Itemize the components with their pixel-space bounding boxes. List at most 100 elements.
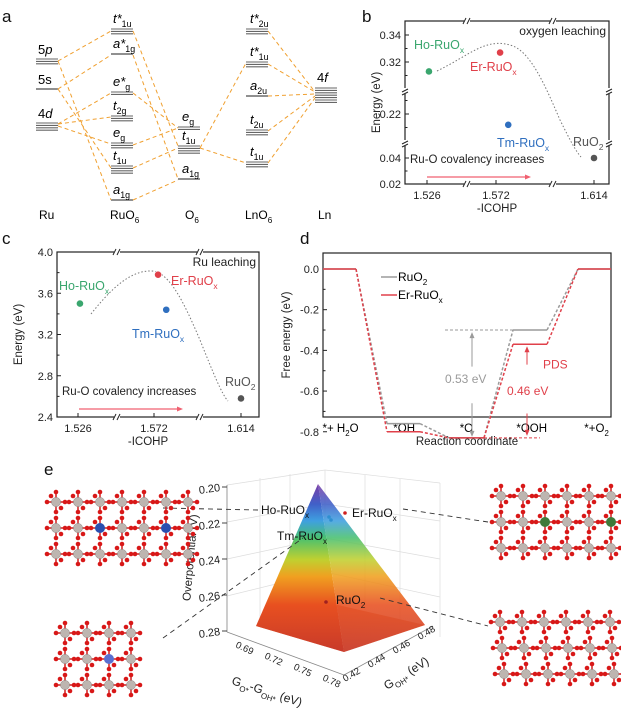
ru-atom bbox=[497, 643, 507, 653]
oxygen-atom bbox=[128, 672, 134, 678]
ru-atom bbox=[496, 517, 506, 527]
oxygen-atom bbox=[180, 493, 186, 499]
oxygen-atom bbox=[57, 676, 63, 682]
ru-atom bbox=[95, 497, 105, 507]
oxygen-atom bbox=[119, 489, 125, 495]
oxygen-atom bbox=[185, 515, 191, 521]
oxygen-atom bbox=[602, 613, 608, 619]
orbital-connection-line bbox=[57, 54, 112, 90]
oxygen-atom bbox=[595, 519, 601, 525]
ruo6-level-label: t2g bbox=[113, 98, 127, 116]
orbital-connection-line bbox=[267, 95, 316, 132]
oxygen-atom bbox=[537, 539, 543, 545]
oxygen-atom bbox=[613, 525, 619, 531]
oxygen-atom bbox=[586, 483, 592, 489]
oxygen-atom bbox=[520, 535, 526, 541]
ru-atom bbox=[518, 517, 528, 527]
oxygen-atom bbox=[555, 493, 561, 499]
oxygen-atom bbox=[154, 551, 160, 557]
oxygen-atom bbox=[66, 499, 72, 505]
column-label-Ru: Ru bbox=[39, 208, 54, 222]
oxygen-atom bbox=[529, 519, 535, 525]
data-label-Tm-RuOx: Tm-RuOx bbox=[132, 327, 185, 344]
oxygen-atom bbox=[616, 619, 621, 625]
x-category-label: *O bbox=[460, 423, 473, 435]
axis-break-gap bbox=[464, 18, 470, 24]
column-label-Ln: Ln bbox=[318, 208, 331, 222]
axis-break-gap bbox=[464, 181, 470, 187]
oxygen-atom bbox=[576, 619, 582, 625]
ru-atom bbox=[183, 549, 193, 559]
oxygen-atom bbox=[577, 493, 583, 499]
x-tick-label: 0.75 bbox=[292, 662, 313, 680]
data-point-Er-RuOx bbox=[154, 270, 162, 279]
oxygen-atom bbox=[158, 545, 164, 551]
orbital-connection-line bbox=[132, 92, 179, 129]
oxygen-atom bbox=[57, 650, 63, 656]
oxygen-atom bbox=[89, 688, 95, 694]
oxygen-atom bbox=[580, 671, 586, 677]
oxygen-atom bbox=[547, 499, 553, 505]
x-tick-label: 1.526 bbox=[64, 423, 92, 435]
oxygen-atom bbox=[128, 640, 134, 646]
oxygen-atom bbox=[190, 505, 196, 511]
oxygen-atom bbox=[128, 551, 134, 557]
ru-atom bbox=[126, 680, 136, 690]
oxygen-atom bbox=[590, 625, 596, 631]
oxygen-atom bbox=[67, 688, 73, 694]
z-tick-label: 0.22 bbox=[198, 518, 221, 533]
oxygen-atom bbox=[110, 551, 116, 557]
oxygen-atom bbox=[97, 541, 103, 547]
oxygen-atom bbox=[132, 551, 138, 557]
oxygen-atom bbox=[106, 666, 112, 672]
oxygen-atom bbox=[498, 509, 504, 515]
oxygen-atom bbox=[111, 636, 117, 642]
transition-line-RuO2 bbox=[483, 329, 514, 439]
oxygen-atom bbox=[519, 609, 525, 615]
oxygen-atom bbox=[158, 493, 164, 499]
y-tick-label: 3.6 bbox=[38, 288, 53, 300]
oxygen-atom bbox=[529, 493, 535, 499]
covalency-annotation: Ru-O covalency increases bbox=[62, 386, 196, 398]
oxygen-atom bbox=[172, 551, 178, 557]
oxygen-atom bbox=[119, 682, 125, 688]
data-label-Er-RuOx: Er-RuOx bbox=[470, 60, 517, 77]
ru-atom bbox=[117, 549, 127, 559]
oxygen-atom bbox=[88, 525, 94, 531]
oxygen-atom bbox=[79, 676, 85, 682]
oxygen-atom bbox=[542, 483, 548, 489]
x-axis-label: -ICOHP bbox=[128, 436, 169, 448]
orbital-connection-line bbox=[57, 92, 112, 125]
oxygen-atom bbox=[572, 619, 578, 625]
oxygen-atom bbox=[128, 646, 134, 652]
oxygen-atom bbox=[141, 561, 147, 567]
oxygen-atom bbox=[520, 555, 526, 561]
oxygen-atom bbox=[545, 661, 551, 667]
oxygen-atom bbox=[580, 613, 586, 619]
oxygen-atom bbox=[555, 519, 561, 525]
oxygen-atom bbox=[80, 505, 86, 511]
oxygen-atom bbox=[80, 531, 86, 537]
x-category-label: *+ H2O bbox=[323, 423, 359, 438]
oxygen-atom bbox=[551, 545, 557, 551]
oxygen-atom bbox=[119, 656, 125, 662]
dopant-atom bbox=[104, 654, 114, 664]
ru-atom bbox=[495, 617, 505, 627]
oxygen-atom bbox=[84, 666, 90, 672]
transition-line-RuO2 bbox=[355, 268, 388, 424]
ru-atom bbox=[540, 491, 550, 501]
oxygen-atom bbox=[114, 519, 120, 525]
oxygen-atom bbox=[141, 515, 147, 521]
oxygen-atom bbox=[551, 493, 557, 499]
panel-b-chart: 0.02 0.04 0.22 0.32 0.34 1.526 1.572 1.614 Ho-Ru… bbox=[371, 17, 613, 215]
oxygen-atom bbox=[532, 671, 538, 677]
oxygen-atom bbox=[616, 677, 621, 683]
y-axis-label: GOH* (eV) bbox=[381, 654, 433, 695]
oxygen-atom bbox=[163, 515, 169, 521]
y-tick-label: 0.22 bbox=[380, 109, 401, 121]
oxygen-atom bbox=[136, 493, 142, 499]
oxygen-atom bbox=[504, 651, 510, 657]
o6-level-label: t1u bbox=[182, 128, 196, 146]
oxygen-atom bbox=[564, 503, 570, 509]
o6-level-label: a1g bbox=[182, 161, 199, 179]
